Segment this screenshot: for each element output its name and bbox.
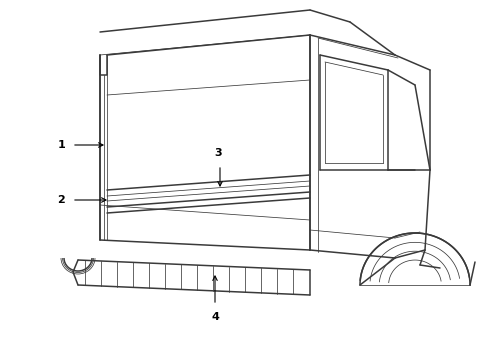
- Text: 1: 1: [57, 140, 65, 150]
- Text: 2: 2: [57, 195, 65, 205]
- Text: 3: 3: [214, 148, 222, 158]
- Text: 4: 4: [211, 312, 219, 322]
